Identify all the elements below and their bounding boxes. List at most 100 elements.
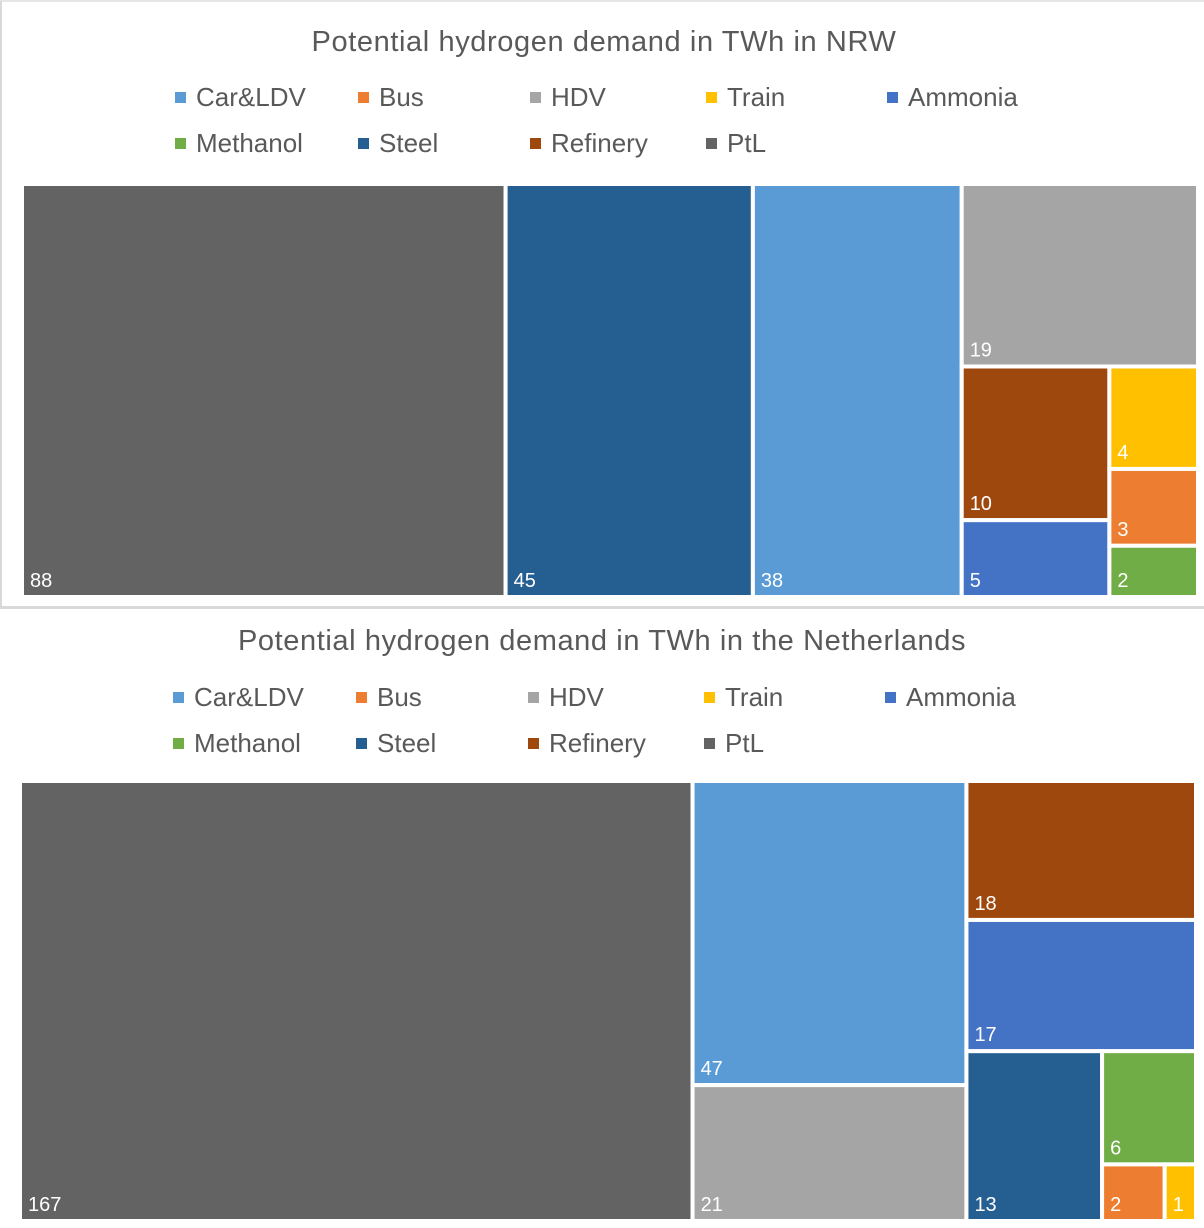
data-label: 4 (1117, 442, 1128, 464)
data-label: 5 (970, 570, 981, 592)
legend-swatch (530, 92, 541, 103)
treemap-rect (503, 182, 755, 599)
legend-item: PtL (704, 728, 764, 759)
treemap-cell-bus: 3 (1107, 466, 1200, 548)
legend-item: Refinery (530, 128, 648, 159)
legend-item: Refinery (528, 728, 646, 759)
data-label: 6 (1110, 1137, 1121, 1159)
legend-swatch (885, 692, 896, 703)
legend-swatch (704, 692, 715, 703)
legend-label: Methanol (196, 128, 303, 158)
data-label: 45 (514, 570, 536, 592)
treemap-cell-ptl: 88 (20, 182, 508, 599)
treemap-cell-ptl: 167 (18, 779, 695, 1223)
treemap-rect (959, 182, 1200, 369)
legend-swatch (528, 692, 539, 703)
legend-swatch (356, 738, 367, 749)
legend-label: Bus (379, 82, 424, 112)
legend-label: Train (725, 682, 784, 712)
legend-label: Refinery (549, 728, 646, 758)
treemap-cell-car-ldv: 38 (750, 182, 964, 599)
legend-label: Ammonia (908, 82, 1018, 112)
legend-swatch (706, 92, 717, 103)
legend-item: Car&LDV (175, 82, 306, 113)
legend-item: Train (706, 82, 785, 113)
data-label: 2 (1117, 570, 1128, 592)
legend-swatch (887, 92, 898, 103)
legend-item: PtL (706, 128, 766, 159)
data-label: 167 (28, 1194, 61, 1216)
legend-swatch (706, 138, 717, 149)
chart-legend: Car&LDV Bus HDV Train Ammonia Methanol Steel Re… (0, 682, 1204, 782)
legend-label: Steel (379, 128, 439, 158)
treemap-rect (959, 518, 1112, 599)
treemap-cell-methanol: 6 (1100, 1049, 1198, 1167)
data-label: 10 (970, 493, 992, 515)
legend-item: Ammonia (887, 82, 1018, 113)
data-label: 47 (701, 1058, 723, 1080)
chart-title: Potential hydrogen demand in TWh in NRW (311, 26, 897, 58)
treemap-cell-ammonia: 17 (964, 917, 1198, 1054)
treemap-rect (690, 1083, 969, 1223)
chart-panel-nrw: Potential hydrogen demand in TWh in NRW … (0, 0, 1204, 606)
legend-label: Car&LDV (196, 82, 306, 112)
treemap-cell-methanol: 2 (1107, 543, 1200, 600)
treemap-rect (18, 779, 695, 1223)
legend-label: Steel (377, 728, 437, 758)
legend-item: HDV (528, 682, 604, 713)
treemap-rect (964, 1049, 1105, 1223)
legend-swatch (173, 738, 184, 749)
treemap-cell-ammonia: 5 (959, 518, 1112, 599)
legend-item: Train (704, 682, 783, 713)
treemap-rect (690, 779, 969, 1088)
legend-label: Car&LDV (194, 682, 304, 712)
legend-item: Methanol (173, 728, 301, 759)
chart-legend: Car&LDV Bus HDV Train Ammonia Methanol Steel Re… (2, 82, 1204, 182)
legend-item: Bus (356, 682, 422, 713)
treemap-cell-refinery: 10 (959, 364, 1112, 523)
legend-swatch (175, 92, 186, 103)
treemap-rect (964, 917, 1198, 1054)
treemap-rect (964, 779, 1198, 922)
treemap-cell-hdv: 21 (690, 1083, 969, 1223)
treemap-cell-steel: 13 (964, 1049, 1105, 1223)
legend-item: Bus (358, 82, 424, 113)
treemap-cell-car-ldv: 47 (690, 779, 969, 1088)
legend-item: Ammonia (885, 682, 1016, 713)
legend-swatch (704, 738, 715, 749)
legend-item: HDV (530, 82, 606, 113)
treemap-cell-train: 4 (1107, 364, 1200, 471)
legend-item: Steel (356, 728, 436, 759)
legend-item: Steel (358, 128, 438, 159)
legend-item: Car&LDV (173, 682, 304, 713)
data-label: 2 (1110, 1194, 1121, 1216)
chart-panel-netherlands: Potential hydrogen demand in TWh in the … (0, 606, 1204, 1225)
data-label: 18 (974, 893, 996, 915)
legend-label: HDV (549, 682, 604, 712)
data-label: 88 (30, 570, 52, 592)
treemap-nrw: 88 45 38 19 10 5 4 3 2 (20, 182, 1200, 600)
treemap-cell-refinery: 18 (964, 779, 1198, 922)
treemap-rect (20, 182, 508, 599)
legend-swatch (175, 138, 186, 149)
data-label: 38 (761, 570, 783, 592)
legend-swatch (528, 738, 539, 749)
treemap-cell-bus: 2 (1100, 1162, 1167, 1223)
treemap-rect (1162, 1162, 1199, 1223)
data-label: 17 (974, 1024, 996, 1046)
legend-label: Bus (377, 682, 422, 712)
data-label: 19 (970, 339, 992, 361)
treemap-rect (750, 182, 964, 599)
treemap-rect (1107, 364, 1200, 471)
legend-swatch (530, 138, 541, 149)
legend-label: PtL (725, 728, 765, 758)
data-label: 21 (701, 1194, 723, 1216)
treemap-cell-steel: 45 (503, 182, 755, 599)
chart-title: Potential hydrogen demand in TWh in the … (237, 625, 967, 657)
legend-label: Train (727, 82, 786, 112)
legend-label: Methanol (194, 728, 301, 758)
legend-swatch (173, 692, 184, 703)
legend-item: Methanol (175, 128, 303, 159)
data-label: 1 (1173, 1194, 1184, 1216)
